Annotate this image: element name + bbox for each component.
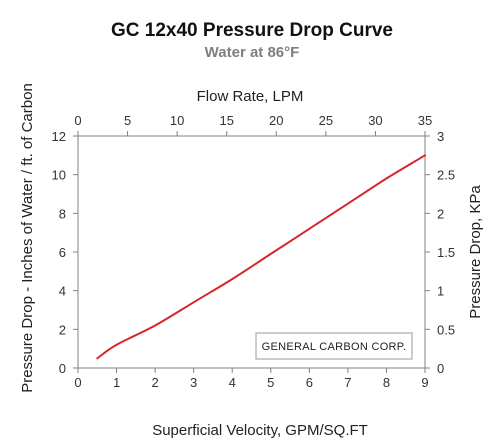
x2-tick-label: 0 <box>74 113 81 128</box>
x2-tick-label: 15 <box>219 113 233 128</box>
x2-tick-label: 35 <box>418 113 432 128</box>
x-tick-label: 7 <box>344 375 351 390</box>
chart-subtitle: Water at 86°F <box>205 44 300 61</box>
x-tick-label: 8 <box>383 375 390 390</box>
x2-tick-label: 10 <box>170 113 184 128</box>
x-tick-label: 9 <box>421 375 428 390</box>
x-tick-label: 0 <box>74 375 81 390</box>
y-tick-label: 6 <box>59 245 66 260</box>
x-tick-label: 1 <box>113 375 120 390</box>
x-tick-label: 5 <box>267 375 274 390</box>
x-axis-title: Superficial Velocity, GPM/SQ.FT <box>152 422 368 439</box>
company-label-box: GENERAL CARBON CORP. <box>255 332 413 360</box>
y2-tick-label: 1.5 <box>437 245 455 260</box>
y2-tick-label: 0.5 <box>437 322 455 337</box>
chart-title: GC 12x40 Pressure Drop Curve <box>111 20 393 41</box>
y2-axis-title: Pressure Drop, KPa <box>467 185 484 319</box>
y-tick-label: 10 <box>52 168 66 183</box>
x-tick-label: 2 <box>151 375 158 390</box>
y-tick-label: 12 <box>52 129 66 144</box>
x2-tick-label: 30 <box>368 113 382 128</box>
y2-tick-label: 0 <box>437 361 444 376</box>
x2-tick-label: 25 <box>319 113 333 128</box>
y2-tick-label: 1 <box>437 284 444 299</box>
y-tick-label: 4 <box>59 284 66 299</box>
x2-tick-label: 20 <box>269 113 283 128</box>
x2-tick-label: 5 <box>124 113 131 128</box>
x2-axis-title: Flow Rate, LPM <box>197 88 304 105</box>
y2-tick-label: 2.5 <box>437 168 455 183</box>
data-series <box>96 154 426 360</box>
y-tick-label: 2 <box>59 322 66 337</box>
y-tick-label: 0 <box>59 361 66 376</box>
x-tick-label: 4 <box>229 375 236 390</box>
company-label-frame <box>255 332 413 360</box>
y2-tick-label: 2 <box>437 206 444 221</box>
y-tick-label: 8 <box>59 206 66 221</box>
company-label: GENERAL CARBON CORP. <box>262 341 407 353</box>
pressure-drop-line <box>96 154 426 360</box>
y2-tick-label: 3 <box>437 129 444 144</box>
x-tick-label: 6 <box>306 375 313 390</box>
y-axis-title: Pressure Drop - Inches of Water / ft. of… <box>19 83 36 393</box>
x-tick-label: 3 <box>190 375 197 390</box>
